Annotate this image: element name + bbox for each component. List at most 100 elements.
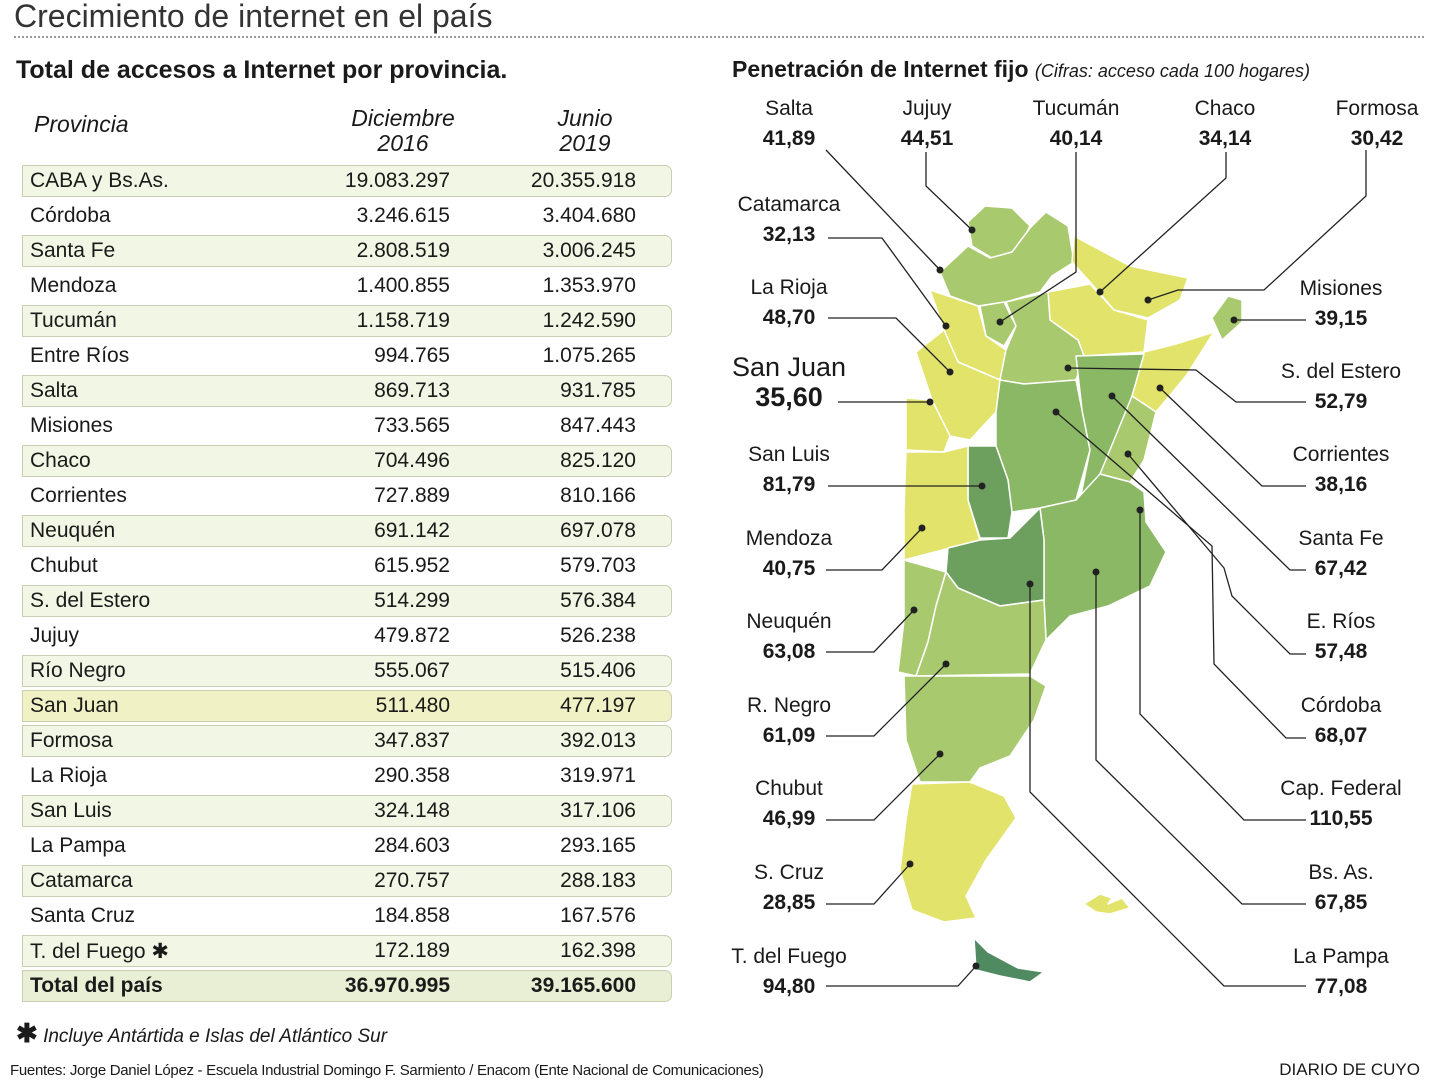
map-label-capfed: Cap. Federal 110,55 [1266, 774, 1416, 834]
map-label-rionegro: R. Negro 61,09 [724, 691, 854, 751]
leader-lapampa [1029, 584, 1306, 987]
map-label-name: La Rioja [750, 276, 828, 299]
map-label-sgoestero: S. del Estero 52,79 [1266, 357, 1416, 417]
row-band [22, 305, 672, 337]
region-rionegro [915, 571, 1047, 677]
map-label-name: S. Cruz [753, 861, 824, 884]
table-row: San Luis 324.148 317.106 [22, 794, 672, 829]
value-jun-2019: 825.120 [560, 449, 636, 472]
value-jun-2019: 288.183 [560, 869, 636, 892]
map-title: Penetración de Internet fijo (Cifras: ac… [732, 56, 1310, 83]
province-name: Misiones [30, 414, 113, 437]
map-label-name: Misiones [1299, 277, 1383, 300]
leader-neuquen [826, 609, 915, 653]
map-label-value: 32,13 [762, 223, 816, 246]
region-tdf [973, 937, 1045, 983]
province-name: Formosa [30, 729, 113, 752]
dot-bsas [1092, 568, 1100, 576]
value-jun-2019: 392.013 [560, 729, 636, 752]
map-label-chaco: Chaco 34,14 [1160, 94, 1290, 154]
row-band [22, 165, 672, 197]
leader-tucuman [999, 152, 1077, 323]
value-jun-2019: 39.165.600 [530, 974, 636, 997]
value-jun-2019: 931.785 [560, 379, 636, 402]
value-dic-2016: 704.496 [374, 449, 450, 472]
dot-sanjuan [926, 398, 934, 406]
leader-chaco [1099, 152, 1227, 293]
map-label-value: 63,08 [762, 640, 816, 663]
table-row: Chaco 704.496 825.120 [22, 444, 672, 479]
map-label-bsas: Bs. As. 67,85 [1276, 858, 1406, 918]
value-jun-2019: 3.404.680 [542, 204, 636, 227]
row-band [22, 585, 672, 617]
table-row: S. del Estero 514.299 576.384 [22, 584, 672, 619]
footnote-asterisk-icon: ✱ [16, 1018, 38, 1048]
map-label-tucuman: Tucumán 40,14 [1011, 94, 1141, 154]
footnote-text: Incluye Antártida e Islas del Atlántico … [43, 1026, 388, 1047]
dot-corrientes [1156, 384, 1164, 392]
value-jun-2019: 526.238 [560, 624, 636, 647]
value-jun-2019: 515.406 [560, 659, 636, 682]
map-label-name: Jujuy [902, 97, 952, 120]
map-label-santacruz: S. Cruz 28,85 [724, 858, 854, 918]
row-band [22, 515, 672, 547]
value-dic-2016: 2.808.519 [356, 239, 450, 262]
dot-misiones [1230, 316, 1238, 324]
value-jun-2019: 576.384 [560, 589, 636, 612]
province-name: Río Negro [30, 659, 126, 682]
map-label-catamarca: Catamarca 32,13 [724, 190, 854, 250]
value-jun-2019: 847.443 [560, 414, 636, 437]
table-row: Río Negro 555.067 515.406 [22, 654, 672, 689]
table-row: Jujuy 479.872 526.238 [22, 619, 672, 654]
dot-tucuman [996, 318, 1004, 326]
map-label-value: 67,42 [1314, 557, 1368, 580]
value-dic-2016: 555.067 [374, 659, 450, 682]
table-title: Total de accesos a Internet por provinci… [16, 56, 508, 84]
table-row: T. del Fuego ✱ 172.189 162.398 [22, 934, 672, 969]
map-label-name: T. del Fuego [731, 945, 847, 968]
leader-catamarca [828, 237, 947, 327]
map-label-neuquen: Neuquén 63,08 [724, 607, 854, 667]
map-label-cordoba: Córdoba 68,07 [1276, 691, 1406, 751]
leader-santafe [1111, 395, 1306, 571]
row-band [22, 865, 672, 897]
leader-cordoba [1055, 411, 1306, 739]
value-jun-2019: 162.398 [560, 939, 636, 962]
province-name: Neuquén [30, 519, 116, 542]
value-dic-2016: 514.299 [374, 589, 450, 612]
dot-chaco [1096, 288, 1104, 296]
dot-sanluis [978, 482, 986, 490]
dot-erios [1124, 450, 1132, 458]
table-row: Tucumán 1.158.719 1.242.590 [22, 304, 672, 339]
value-jun-2019: 579.703 [560, 554, 636, 577]
leader-santacruz [826, 863, 911, 905]
row-band [22, 445, 672, 477]
value-jun-2019: 3.006.245 [542, 239, 636, 262]
value-dic-2016: 284.603 [374, 834, 450, 857]
map-label-value: 41,89 [762, 127, 816, 150]
leader-rionegro [826, 663, 947, 737]
value-dic-2016: 19.083.297 [344, 169, 450, 192]
row-band [22, 375, 672, 407]
value-dic-2016: 1.158.719 [356, 309, 450, 332]
table-row: CABA y Bs.As. 19.083.297 20.355.918 [22, 164, 672, 199]
map-label-value: 110,55 [1309, 807, 1373, 830]
table-row: Salta 869.713 931.785 [22, 374, 672, 409]
region-formosa [1071, 235, 1189, 319]
dot-mendoza [918, 524, 926, 532]
dot-santafe [1108, 392, 1116, 400]
value-jun-2019: 293.165 [560, 834, 636, 857]
dot-cordoba [1052, 408, 1060, 416]
value-jun-2019: 317.106 [560, 799, 636, 822]
value-jun-2019: 1.353.970 [542, 274, 636, 297]
map-label-value: 52,79 [1314, 390, 1368, 413]
map-subtitle: (Cifras: acceso cada 100 hogares) [1034, 61, 1311, 81]
map-label-name: Córdoba [1300, 694, 1382, 717]
leader-tdf [826, 965, 977, 987]
value-dic-2016: 691.142 [374, 519, 450, 542]
table-row: Corrientes 727.889 810.166 [22, 479, 672, 514]
map-label-name: Bs. As. [1308, 861, 1374, 884]
map-label-value: 34,14 [1198, 127, 1252, 150]
province-name: La Pampa [30, 834, 126, 857]
